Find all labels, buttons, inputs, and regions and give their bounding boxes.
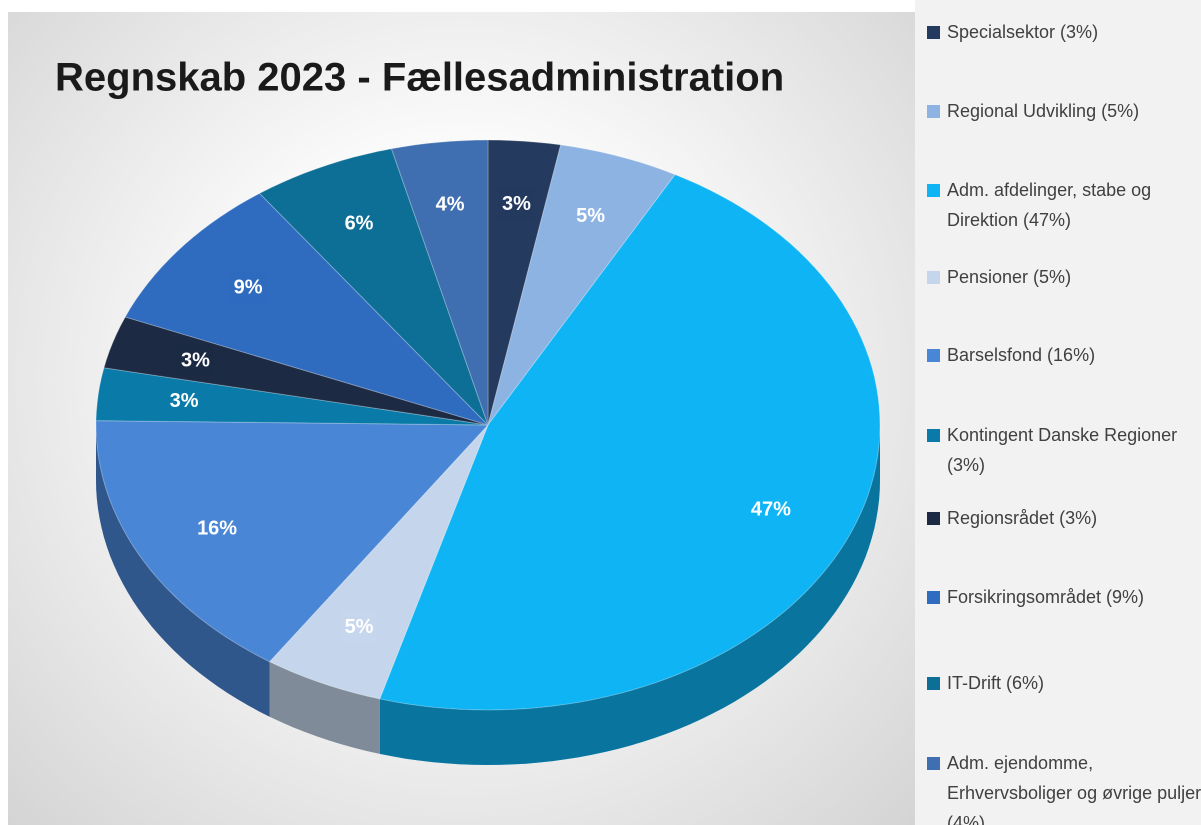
legend-swatch <box>927 429 940 442</box>
legend-swatch <box>927 271 940 284</box>
data-label-box <box>177 344 214 377</box>
legend-entry: Kontingent Danske Regioner (3%) <box>927 420 1201 480</box>
slice-side <box>269 661 380 754</box>
data-label: 9% <box>234 276 263 298</box>
legend-swatch <box>927 677 940 690</box>
legend-label: Regionsrådet (3%) <box>947 508 1098 528</box>
slice <box>487 144 676 426</box>
data-label: 5% <box>345 616 374 638</box>
slice <box>258 148 489 426</box>
legend-swatch <box>927 757 940 770</box>
data-label-box <box>572 199 609 232</box>
chart: Regnskab 2023 - Fællesadministration 3% 5… <box>55 56 881 765</box>
data-label: 3% <box>502 193 531 215</box>
data-label-box <box>341 207 378 240</box>
data-label: 3% <box>181 350 210 372</box>
legend-swatch <box>927 184 940 197</box>
data-label: 3% <box>170 390 199 412</box>
slice <box>95 420 490 663</box>
legend-entry: Regional Udvikling (5%) <box>927 96 1201 126</box>
legend-label: Forsikringsområdet (9%) <box>947 587 1145 607</box>
legend-entry: Forsikringsområdet (9%) <box>927 582 1201 612</box>
data-label-box <box>230 271 267 304</box>
data-label: 4% <box>436 194 465 216</box>
legend-entry: Adm. afdelinger, stabe og Direktion (47%… <box>927 175 1201 235</box>
slice-side <box>96 425 270 717</box>
slice <box>124 192 489 426</box>
data-label-box <box>341 610 378 643</box>
legend-label: Adm. afdelinger, stabe og Direktion (47%… <box>947 180 1152 230</box>
legend-entry: IT-Drift (6%) <box>927 668 1201 698</box>
data-label-box <box>498 187 535 220</box>
data-label-box <box>193 512 242 545</box>
data-label-box <box>746 493 795 526</box>
legend-label: Regional Udvikling (5%) <box>947 101 1140 121</box>
legend-entry: Specialsektor (3%) <box>927 17 1201 47</box>
legend-label: Kontingent Danske Regioner (3%) <box>947 425 1178 475</box>
slice-side <box>379 425 880 765</box>
legend-label: Adm. ejendomme, Erhvervsboliger og øvrig… <box>947 753 1201 825</box>
slice <box>103 316 489 426</box>
legend-swatch <box>927 26 940 39</box>
legend-swatch <box>927 349 940 362</box>
data-label-box <box>432 188 469 221</box>
legend-label: Pensioner (5%) <box>947 267 1072 287</box>
legend: Specialsektor (3%) Regional Udvikling (5%… <box>915 0 1201 825</box>
pie: 3% 5% 47% 5% 16% 3% 3% 9% 6% 4% <box>95 139 881 765</box>
data-label: 47% <box>751 499 791 521</box>
chart-title: Regnskab 2023 - Fællesadministration <box>55 56 784 100</box>
legend-swatch <box>927 105 940 118</box>
legend-swatch <box>927 512 940 525</box>
legend-label: IT-Drift (6%) <box>947 673 1044 693</box>
legend-entry: Regionsrådet (3%) <box>927 503 1201 533</box>
data-label: 6% <box>345 213 374 235</box>
legend-entry: Barselsfond (16%) <box>927 340 1201 370</box>
slice-side-shade <box>379 425 880 765</box>
legend-label: Barselsfond (16%) <box>947 345 1096 365</box>
legend-label: Specialsektor (3%) <box>947 22 1099 42</box>
slice <box>268 424 489 700</box>
legend-swatch <box>927 591 940 604</box>
slice-side-shade <box>96 425 270 717</box>
slice-side-shade <box>269 661 380 754</box>
data-label: 5% <box>576 205 605 227</box>
data-label: 16% <box>197 517 237 539</box>
slice <box>379 173 881 711</box>
legend-entry: Adm. ejendomme, Erhvervsboliger og øvrig… <box>927 748 1201 825</box>
data-label-box <box>166 384 203 417</box>
legend-entry: Pensioner (5%) <box>927 262 1201 292</box>
